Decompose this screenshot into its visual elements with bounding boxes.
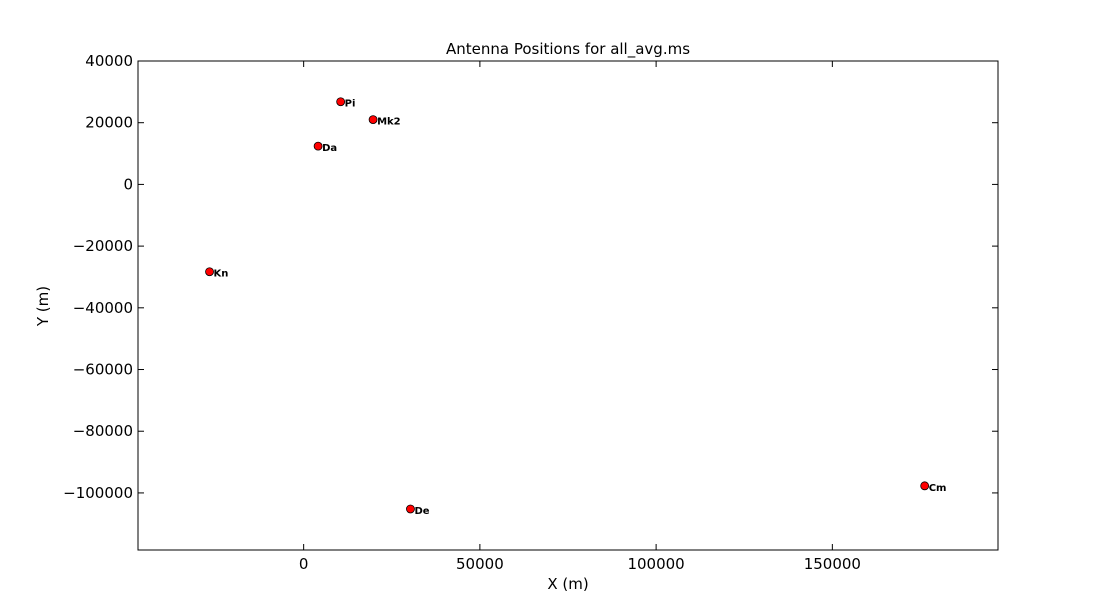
x-tick-label: 0 (299, 555, 309, 573)
y-tick-label: 0 (123, 175, 133, 193)
antenna-point-pi (336, 97, 346, 107)
x-axis: 0 50000 100000 150000 (299, 61, 861, 573)
antenna-label-de: De (414, 506, 429, 517)
y-tick-label: 40000 (85, 52, 133, 70)
y-tick-label: −20000 (73, 237, 133, 255)
y-tick-label: −40000 (73, 299, 133, 317)
x-tick-label: 50000 (456, 555, 504, 573)
antenna-point-cm (920, 481, 930, 491)
x-tick-label: 100000 (627, 555, 684, 573)
antenna-label-cm: Cm (929, 483, 947, 494)
y-tick-label: −80000 (73, 422, 133, 440)
antenna-point-kn (205, 267, 214, 277)
plot-area (137, 60, 999, 551)
x-tick-label: 150000 (804, 555, 861, 573)
antenna-point-de (406, 504, 415, 514)
y-tick-label: −60000 (73, 361, 133, 379)
chart-title: Antenna Positions for all_avg.ms (446, 40, 690, 59)
data-points: Pi Mk2 Da Kn De Cm (205, 97, 947, 517)
antenna-label-pi: Pi (345, 99, 356, 110)
y-tick-label: −100000 (63, 484, 133, 502)
y-axis: 40000 20000 0 −20000 −40000 −60000 −80000 −1000… (63, 52, 998, 502)
antenna-point-da (313, 141, 323, 151)
antenna-label-kn: Kn (214, 269, 229, 280)
x-axis-label: X (m) (547, 575, 588, 593)
antenna-label-mk2: Mk2 (377, 117, 401, 128)
y-axis-label: Y (m) (34, 286, 52, 327)
plot-frame (137, 60, 999, 551)
antenna-label-da: Da (322, 143, 337, 154)
y-tick-label: 20000 (85, 114, 133, 132)
antenna-point-mk2 (368, 115, 378, 125)
